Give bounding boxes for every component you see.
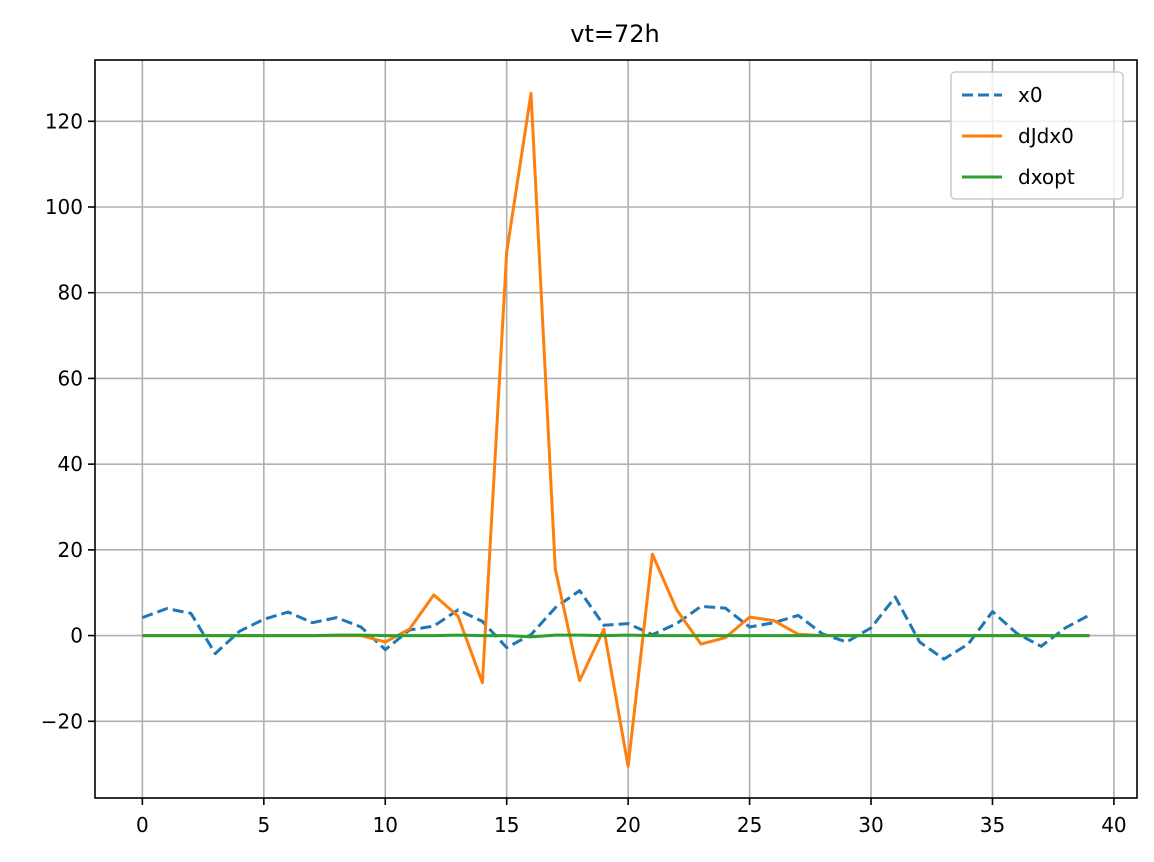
x-tick-label: 35 (980, 813, 1005, 837)
y-tick-label: 60 (58, 366, 83, 390)
legend-label-x0: x0 (1018, 83, 1043, 107)
y-tick-label: 100 (45, 195, 83, 219)
series-layer (141, 91, 1091, 768)
legend-label-dxopt: dxopt (1018, 165, 1075, 189)
legend: x0 dJdx0 dxopt (950, 71, 1124, 200)
x-tick-label: 20 (615, 813, 640, 837)
x-tick-label: 0 (136, 813, 149, 837)
chart-title: vt=72h (570, 20, 659, 48)
x-tick-label: 25 (737, 813, 762, 837)
legend-label-dJdx0: dJdx0 (1018, 124, 1074, 148)
y-tick-label: −20 (41, 709, 83, 733)
y-tick-label: 80 (58, 281, 83, 305)
y-tick-label: 40 (58, 452, 83, 476)
y-tick-label: 0 (70, 624, 83, 648)
y-tick-label: 20 (58, 538, 83, 562)
series-line-dJdx0 (142, 91, 1090, 768)
x-tick-label: 5 (257, 813, 270, 837)
x-tick-label: 15 (494, 813, 519, 837)
x-tick-label: 40 (1101, 813, 1126, 837)
y-axis: −20 0 20 40 60 80 100 120 (41, 109, 95, 733)
series-line-x0 (141, 589, 1091, 661)
x-tick-label: 30 (858, 813, 883, 837)
x-tick-label: 10 (373, 813, 398, 837)
plot-frame (94, 59, 1138, 799)
y-tick-label: 120 (45, 109, 83, 133)
legend-box (950, 71, 1124, 200)
series-line-dxopt (142, 633, 1090, 639)
x-axis: 0 5 10 15 20 25 30 35 40 (136, 798, 1127, 837)
